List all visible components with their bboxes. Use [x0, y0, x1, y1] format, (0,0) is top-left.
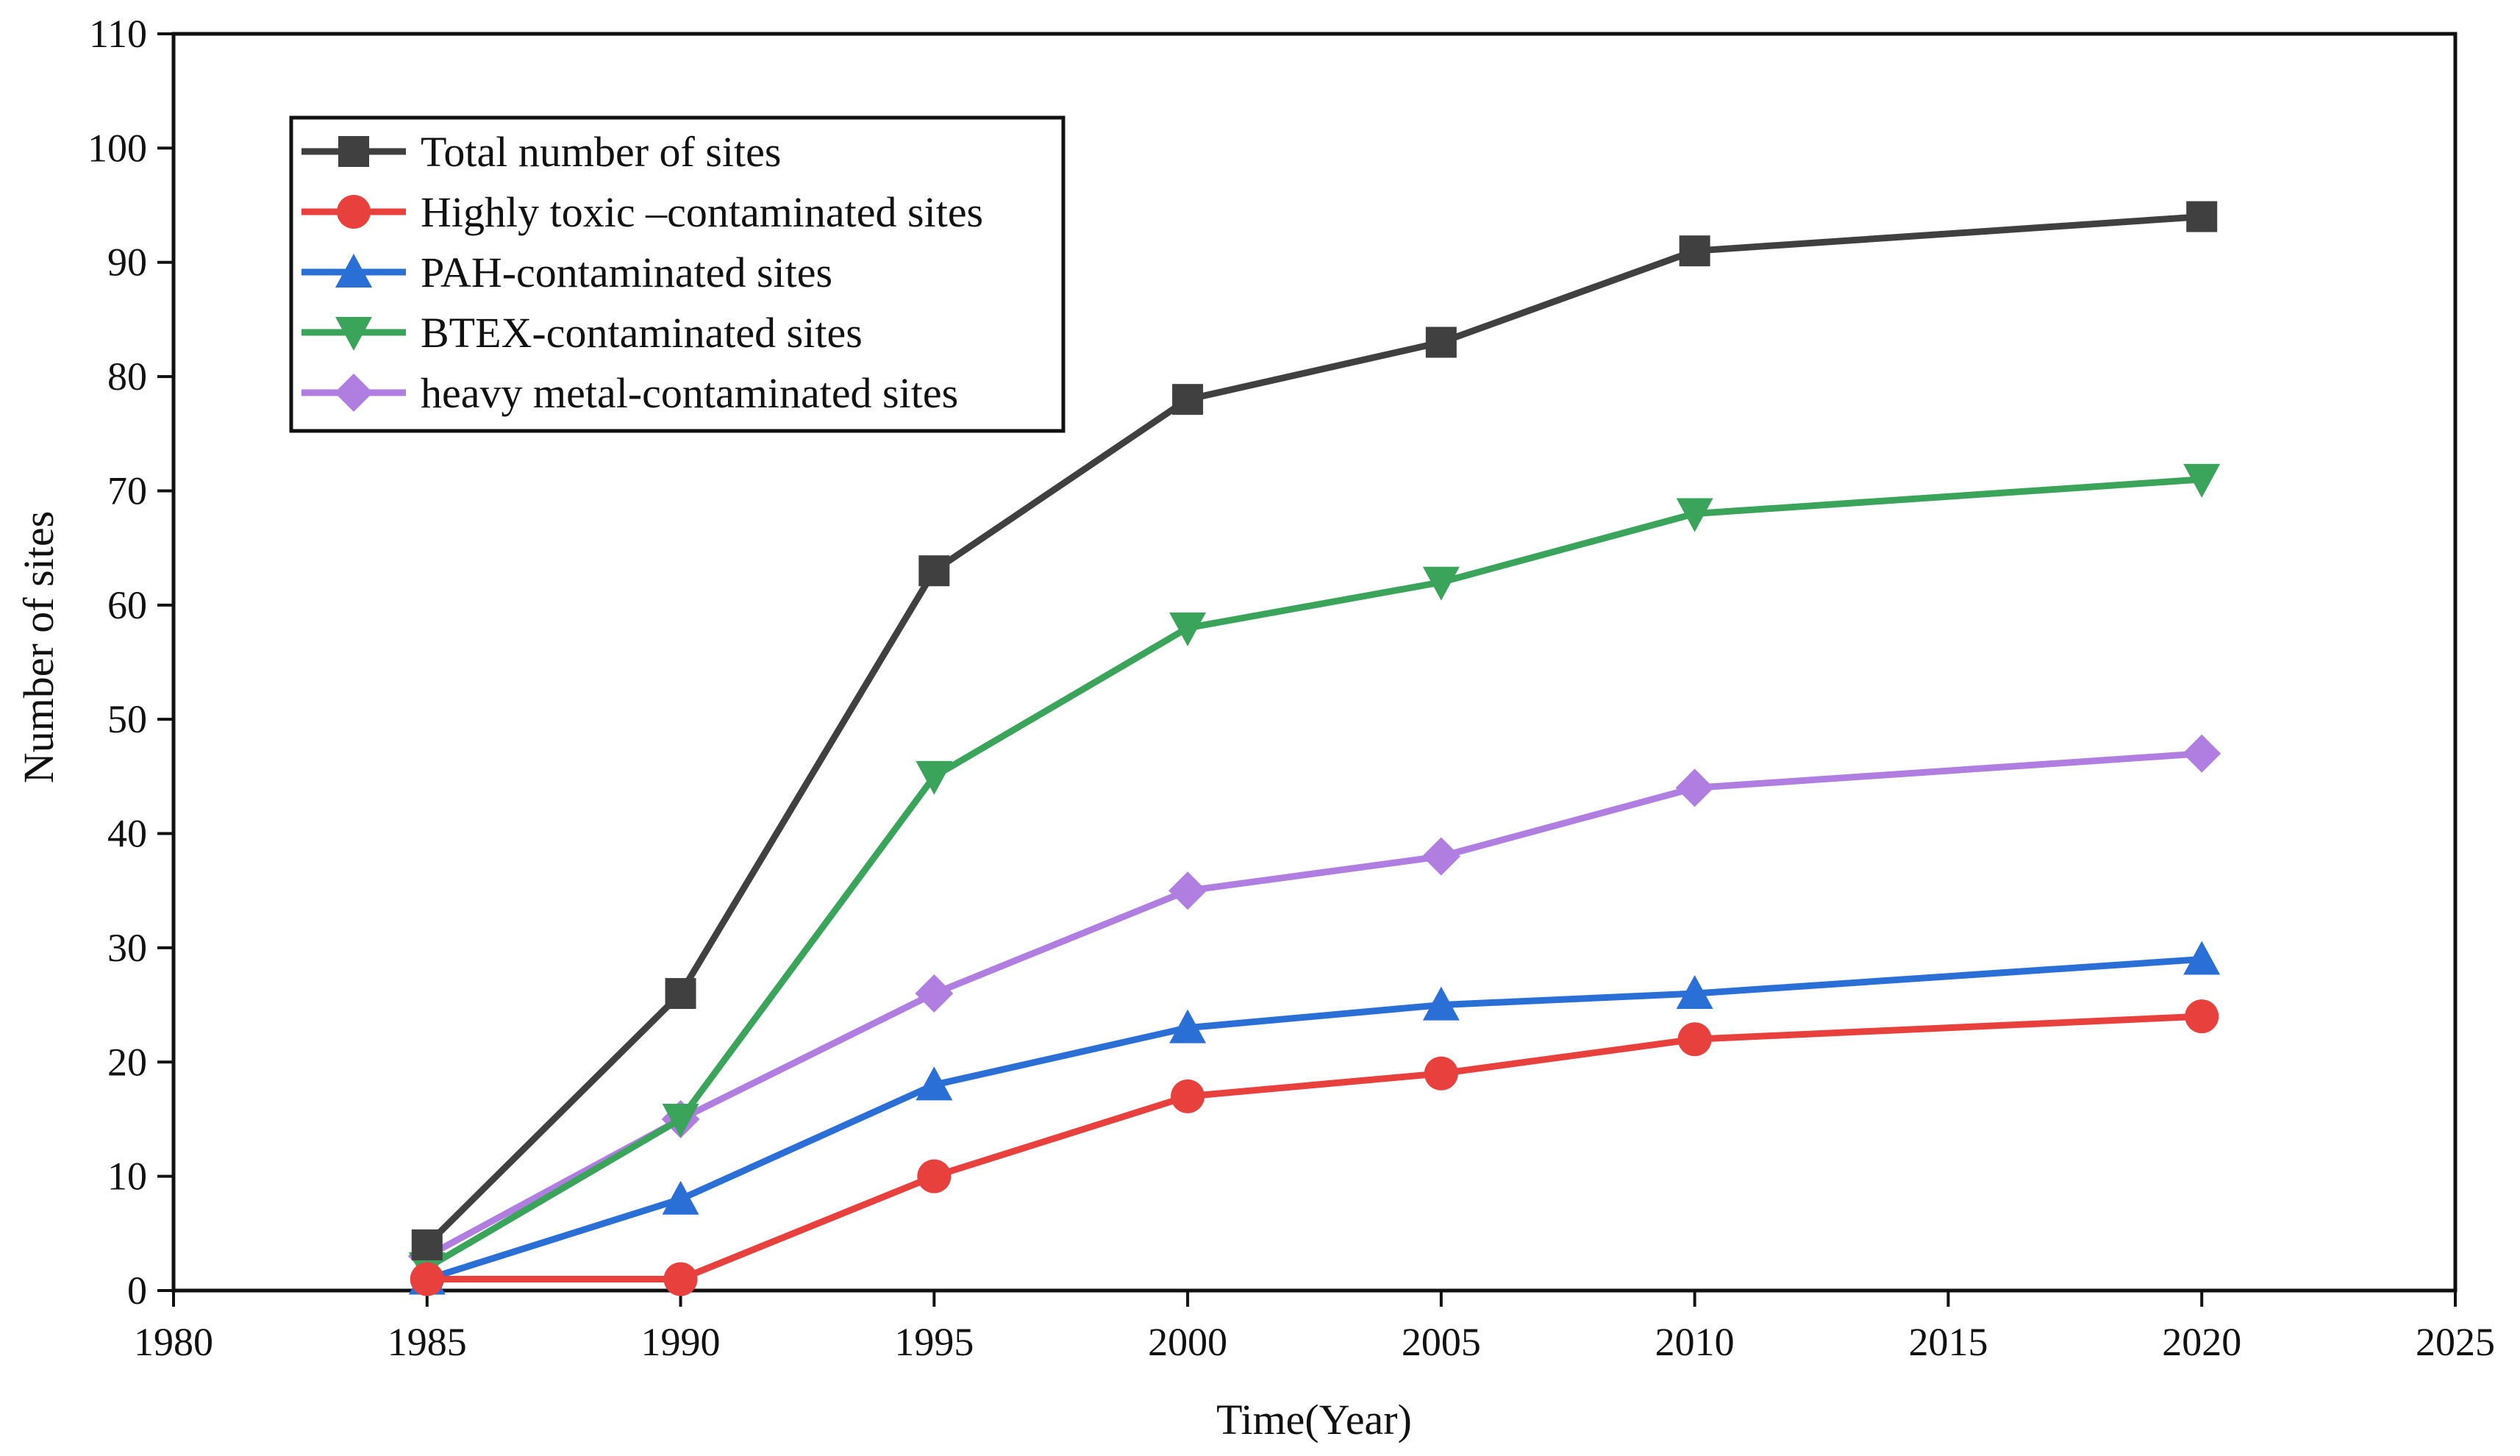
legend-marker — [335, 254, 372, 288]
data-point — [1676, 498, 1713, 532]
data-point — [1422, 566, 1460, 601]
data-point — [662, 1180, 699, 1215]
data-point — [1169, 612, 1207, 646]
legend-marker — [337, 195, 371, 229]
data-point — [1677, 1022, 1712, 1057]
y-tick-label: 90 — [107, 240, 147, 285]
legend-item: BTEX-contaminated sites — [301, 309, 863, 357]
legend-label: PAH-contaminated sites — [421, 249, 832, 296]
data-point — [915, 760, 953, 795]
data-point — [1168, 871, 1207, 910]
data-point — [411, 1229, 443, 1260]
series-1 — [410, 999, 2219, 1296]
y-tick-label: 50 — [107, 697, 147, 741]
y-tick-label: 30 — [107, 926, 147, 970]
data-point — [663, 1262, 698, 1296]
y-tick-label: 0 — [127, 1268, 147, 1313]
data-point — [1171, 1079, 1205, 1113]
y-tick-label: 40 — [107, 812, 147, 856]
x-tick-label: 1995 — [894, 1320, 974, 1364]
data-point — [2182, 734, 2221, 773]
legend-label: heavy metal-contaminated sites — [421, 369, 958, 417]
data-point — [1421, 837, 1460, 876]
x-tick-label: 2000 — [1148, 1320, 1227, 1364]
legend-marker — [335, 374, 373, 412]
data-point — [662, 1103, 699, 1138]
legend-box — [289, 115, 1066, 433]
data-point — [1422, 986, 1460, 1021]
data-point — [1172, 384, 1204, 415]
data-point — [915, 974, 954, 1013]
x-tick-label: 1990 — [641, 1320, 721, 1364]
data-point — [2183, 463, 2221, 498]
data-point — [2185, 999, 2219, 1034]
data-point — [2186, 201, 2218, 232]
x-tick-label: 2020 — [2162, 1320, 2241, 1364]
data-point — [917, 1159, 952, 1193]
x-tick-label: 2015 — [1908, 1320, 1988, 1364]
data-point — [918, 555, 950, 587]
data-point — [1679, 235, 1710, 267]
legend-item: Total number of sites — [301, 128, 781, 176]
data-point — [665, 978, 696, 1010]
x-axis: 1980 1985 1990 1995 2000 2005 2010 2015 2020 2025 — [134, 1291, 2495, 1364]
legend: Total number of sites Highly toxic –conta… — [289, 115, 1066, 433]
x-tick-label: 1985 — [388, 1320, 467, 1364]
y-tick-label: 110 — [89, 12, 147, 56]
y-axis-title: Number of sites — [15, 511, 63, 784]
legend-label: Total number of sites — [421, 128, 781, 176]
data-point — [1675, 768, 1714, 807]
x-tick-label: 2005 — [1402, 1320, 1481, 1364]
x-tick-label: 2010 — [1655, 1320, 1735, 1364]
x-tick-label: 1980 — [134, 1320, 213, 1364]
series-3 — [408, 463, 2221, 1286]
series-0 — [411, 201, 2218, 1260]
data-point — [1424, 1056, 1458, 1091]
y-tick-label: 100 — [88, 126, 147, 170]
data-point — [915, 1066, 953, 1101]
y-axis: 0 10 20 30 40 50 60 70 80 90 100 110 — [88, 12, 174, 1313]
legend-marker — [335, 317, 372, 351]
plot-frame — [171, 32, 2457, 1293]
data-point — [1169, 1009, 1207, 1043]
legend-item: heavy metal-contaminated sites — [301, 369, 958, 417]
y-tick-label: 80 — [107, 354, 147, 399]
data-point — [1676, 975, 1713, 1010]
data-point — [410, 1262, 444, 1296]
y-tick-label: 60 — [107, 583, 147, 627]
legend-label: BTEX-contaminated sites — [421, 309, 863, 357]
legend-marker — [338, 136, 369, 167]
y-tick-label: 10 — [107, 1155, 147, 1199]
series-layer — [407, 201, 2221, 1296]
x-axis-title: Time(Year) — [1216, 1396, 1412, 1443]
series-line — [426, 1013, 2202, 1282]
data-point — [1425, 326, 1457, 358]
legend-item: Highly toxic –contaminated sites — [301, 188, 983, 236]
x-tick-label: 2025 — [2416, 1320, 2495, 1364]
data-point — [2183, 941, 2221, 975]
legend-item: PAH-contaminated sites — [301, 249, 832, 296]
y-tick-label: 70 — [107, 468, 147, 513]
y-tick-label: 20 — [107, 1040, 147, 1084]
legend-label: Highly toxic –contaminated sites — [421, 188, 983, 236]
